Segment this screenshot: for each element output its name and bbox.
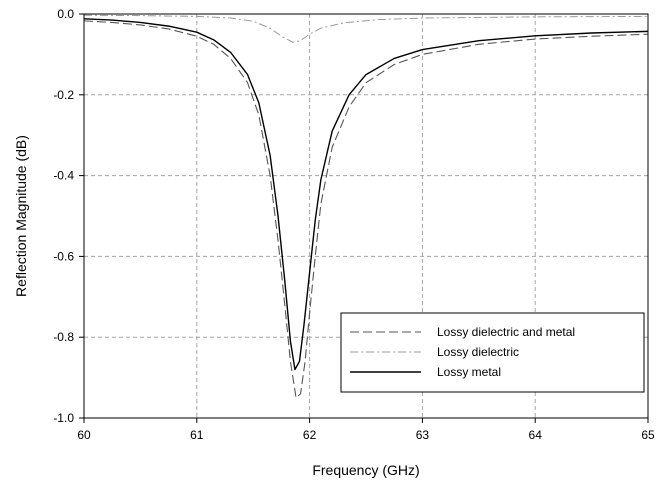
x-tick-label: 65	[641, 428, 655, 442]
x-tick-label: 64	[529, 428, 543, 442]
legend-label: Lossy dielectric and metal	[437, 325, 575, 339]
series-line-3	[83, 18, 649, 371]
y-tick-label: -1.0	[53, 411, 74, 425]
x-tick-label: 63	[416, 428, 430, 442]
tick-layer: 60 61 62 63 64 65 0.0 -0.2 -0.4 -0.6 -0.8 -1.0	[53, 7, 655, 442]
legend: Lossy dielectric and metal Lossy dielectr…	[340, 312, 645, 393]
x-tick-label: 60	[77, 428, 91, 442]
x-tick-label: 62	[303, 428, 317, 442]
x-axis-label: Frequency (GHz)	[312, 462, 419, 478]
y-tick-label: 0.0	[57, 7, 74, 21]
y-tick-label: -0.4	[53, 169, 74, 183]
x-tick-label: 61	[190, 428, 204, 442]
legend-label: Lossy dielectric	[437, 345, 519, 359]
series-line-2	[83, 14, 649, 43]
legend-label: Lossy metal	[437, 365, 501, 379]
series-line-1	[83, 20, 649, 399]
legend-box	[340, 312, 645, 393]
y-tick-label: -0.6	[53, 249, 74, 263]
series-layer	[83, 14, 649, 399]
y-tick-label: -0.8	[53, 330, 74, 344]
plot-frame	[83, 13, 649, 419]
y-axis-label: Reflection Magnitude (dB)	[13, 135, 29, 297]
y-tick-label: -0.2	[53, 88, 74, 102]
